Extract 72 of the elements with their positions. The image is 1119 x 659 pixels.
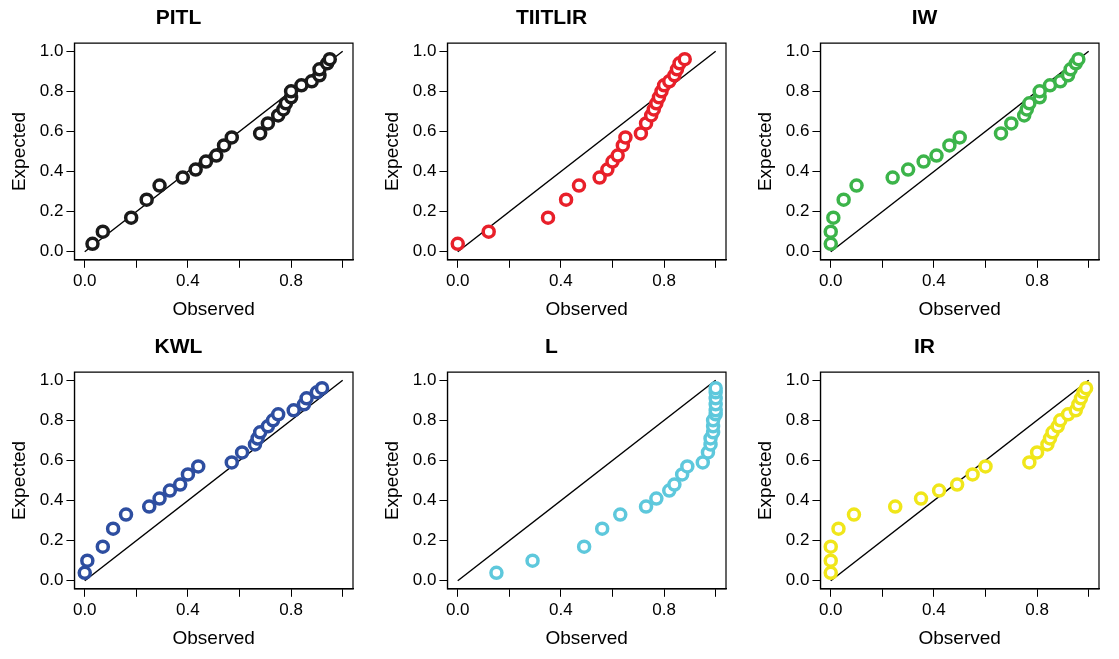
y-tick-label: 0.0: [785, 570, 810, 590]
y-tick-label: 0.4: [39, 161, 64, 181]
y-tick-label: 0.6: [39, 121, 64, 141]
y-tick-label: 0.6: [785, 121, 810, 141]
x-tick-label: 0.4: [549, 599, 573, 619]
y-tick-label: 0.8: [39, 81, 64, 101]
x-tick-label: 0.0: [445, 270, 470, 290]
y-tick-label: 0.4: [39, 490, 64, 510]
x-tick-label: 0.4: [549, 270, 573, 290]
y-tick-label: 0.8: [412, 81, 437, 101]
y-tick-label: 0.0: [39, 241, 64, 261]
y-tick-label: 0.0: [412, 570, 437, 590]
y-tick-label: 0.4: [412, 490, 437, 510]
chart-title: KWL: [154, 334, 203, 358]
x-axis-title: Observed: [172, 626, 255, 648]
y-tick-label: 1.0: [39, 40, 64, 60]
chart-title: TIITLIR: [515, 5, 588, 29]
y-tick-label: 0.8: [785, 410, 810, 430]
y-tick-label: 1.0: [39, 369, 64, 389]
y-axis-title: Expected: [380, 440, 402, 521]
y-tick-label: 0.8: [412, 410, 437, 430]
y-tick-label: 0.2: [412, 201, 437, 221]
y-tick-label: 0.6: [412, 450, 437, 470]
y-tick-label: 0.2: [39, 201, 64, 221]
y-tick-label: 0.2: [785, 201, 810, 221]
y-tick-label: 0.4: [785, 490, 810, 510]
y-tick-label: 0.4: [412, 161, 437, 181]
x-tick-label: 0.8: [652, 599, 676, 619]
y-tick-label: 1.0: [785, 40, 810, 60]
chart-title: IW: [911, 5, 938, 29]
x-tick-label: 0.0: [72, 270, 97, 290]
y-axis-title: Expected: [7, 440, 29, 521]
x-axis-title: Observed: [172, 297, 255, 319]
y-axis-title: Expected: [380, 111, 402, 192]
chart-title: L: [545, 334, 559, 358]
chart-title: PITL: [155, 5, 202, 29]
chart-title: IR: [914, 334, 935, 358]
x-tick-label: 0.8: [1025, 270, 1049, 290]
y-axis-title: Expected: [753, 111, 775, 192]
y-tick-label: 0.8: [785, 81, 810, 101]
x-tick-label: 0.4: [176, 270, 200, 290]
x-tick-label: 0.0: [818, 599, 843, 619]
y-axis-title: Expected: [7, 111, 29, 192]
y-tick-label: 1.0: [412, 40, 437, 60]
x-axis-title: Observed: [545, 297, 628, 319]
y-tick-label: 0.2: [39, 530, 64, 550]
y-tick-label: 1.0: [412, 369, 437, 389]
x-tick-label: 0.4: [176, 599, 200, 619]
x-tick-label: 0.8: [279, 270, 303, 290]
y-axis-title: Expected: [753, 440, 775, 521]
y-tick-label: 0.8: [39, 410, 64, 430]
x-tick-label: 0.4: [922, 599, 946, 619]
x-axis-title: Observed: [918, 626, 1001, 648]
y-tick-label: 0.2: [785, 530, 810, 550]
y-tick-label: 0.6: [785, 450, 810, 470]
y-tick-label: 0.6: [412, 121, 437, 141]
y-tick-label: 0.6: [39, 450, 64, 470]
x-axis-title: Observed: [918, 297, 1001, 319]
x-tick-label: 0.8: [279, 599, 303, 619]
x-axis-title: Observed: [545, 626, 628, 648]
y-tick-label: 0.0: [412, 241, 437, 261]
x-tick-label: 0.0: [445, 599, 470, 619]
y-tick-label: 0.0: [785, 241, 810, 261]
x-tick-label: 0.0: [72, 599, 97, 619]
x-tick-label: 0.4: [922, 270, 946, 290]
y-tick-label: 1.0: [785, 369, 810, 389]
x-tick-label: 0.8: [652, 270, 676, 290]
y-tick-label: 0.4: [785, 161, 810, 181]
x-tick-label: 0.8: [1025, 599, 1049, 619]
y-tick-label: 0.0: [39, 570, 64, 590]
x-tick-label: 0.0: [818, 270, 843, 290]
y-tick-label: 0.2: [412, 530, 437, 550]
